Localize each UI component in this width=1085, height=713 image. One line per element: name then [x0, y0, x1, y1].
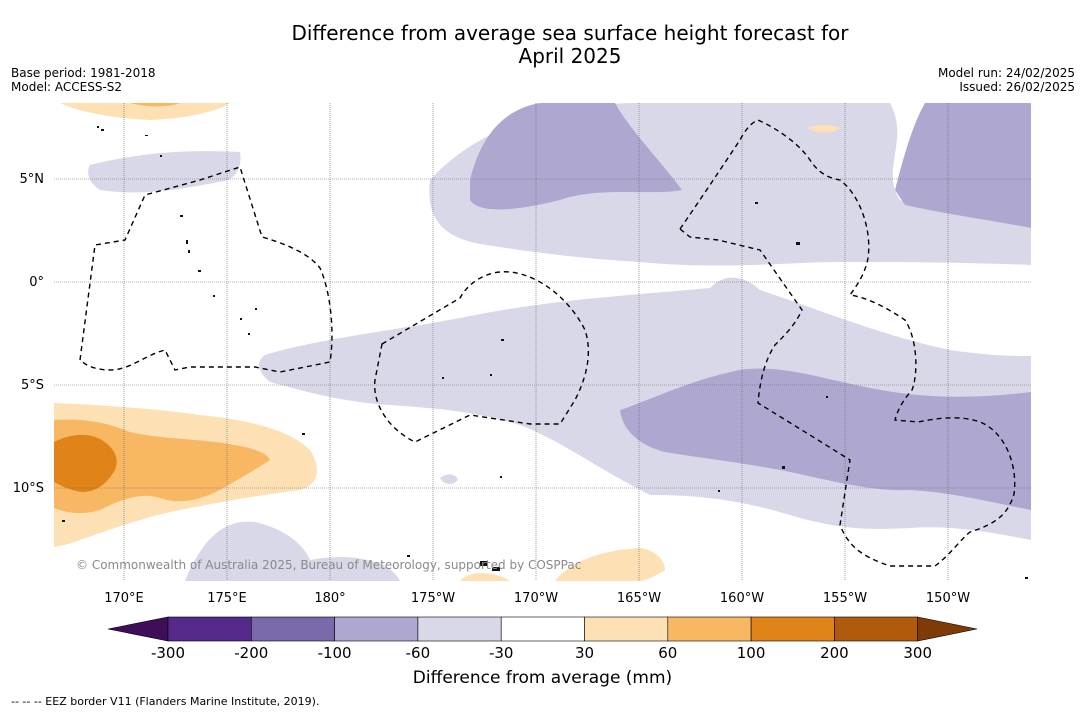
eez-footer-note: -- -- -- EEZ border V11 (Flanders Marine… — [11, 695, 320, 708]
colorbar-segment — [334, 616, 419, 642]
base-period: Base period: 1981-2018 — [11, 66, 156, 80]
anomaly-orange — [54, 103, 270, 514]
colorbar-segment — [750, 616, 835, 642]
colorbar-segment — [667, 616, 752, 642]
lon-label: 150°W — [926, 591, 970, 606]
colorbar-tick: -60 — [406, 644, 431, 662]
map-area — [54, 103, 1031, 581]
islands — [62, 126, 1028, 579]
colorbar-tick: -300 — [151, 644, 185, 662]
copyright-notice: © Commonwealth of Australia 2025, Bureau… — [76, 558, 582, 572]
lat-labels: 5°N 0° 5°S 10°S — [13, 172, 44, 496]
colorbar-tick: 200 — [820, 644, 849, 662]
colorbar-segment — [834, 616, 919, 642]
colorbar-tick: 60 — [658, 644, 677, 662]
colorbar-tick: -100 — [318, 644, 352, 662]
colorbar-segment — [500, 616, 585, 642]
model-run: Model run: 24/02/2025 — [937, 66, 1075, 80]
colorbar-tick: 300 — [903, 644, 932, 662]
lon-label: 175°E — [207, 591, 247, 606]
lat-label: 5°S — [21, 378, 44, 393]
graticule — [54, 103, 1031, 581]
lat-label: 10°S — [13, 481, 44, 496]
colorbar-segment — [584, 616, 669, 642]
lon-label: 155°W — [823, 591, 867, 606]
lon-label: 180° — [314, 591, 345, 606]
meta-left: Base period: 1981-2018 Model: ACCESS-S2 — [11, 66, 156, 94]
anomaly-medium-purple — [470, 103, 1031, 510]
lon-label: 165°W — [617, 591, 661, 606]
lon-label: 170°W — [514, 591, 558, 606]
colorbar-extend-low — [107, 616, 169, 642]
lon-labels: 170°E 175°E 180° 175°W 170°W 165°W 160°W… — [104, 591, 970, 606]
issued-date: Issued: 26/02/2025 — [959, 80, 1075, 94]
colorbar-segment — [417, 616, 502, 642]
anomaly-dark-orange — [54, 434, 117, 492]
lon-label: 170°E — [104, 591, 144, 606]
colorbar-extend-high — [917, 616, 978, 642]
lon-label: 160°W — [720, 591, 764, 606]
colorbar-ticks: -300 -200 -100 -60 -30 30 60 100 200 300 — [151, 644, 932, 662]
meta-right: Model run: 24/02/2025 Issued: 26/02/2025 — [938, 66, 1075, 94]
colorbar-tick: -30 — [489, 644, 514, 662]
eez-borders — [79, 119, 1016, 567]
lon-label: 175°W — [411, 591, 455, 606]
colorbar — [107, 616, 978, 642]
colorbar-segment — [167, 616, 252, 642]
colorbar-segment — [251, 616, 335, 642]
title-line-2: April 2025 — [518, 44, 622, 68]
colorbar-tick: -200 — [234, 644, 268, 662]
colorbar-tick: 30 — [575, 644, 594, 662]
lat-label: 0° — [29, 275, 44, 290]
lat-label: 5°N — [20, 172, 45, 187]
model-name: Model: ACCESS-S2 — [11, 80, 123, 94]
colorbar-label: Difference from average (mm) — [412, 668, 673, 688]
title-line-1: Difference from average sea surface heig… — [291, 21, 849, 45]
colorbar-tick: 100 — [737, 644, 766, 662]
map-title: Difference from average sea surface heig… — [0, 22, 1085, 68]
